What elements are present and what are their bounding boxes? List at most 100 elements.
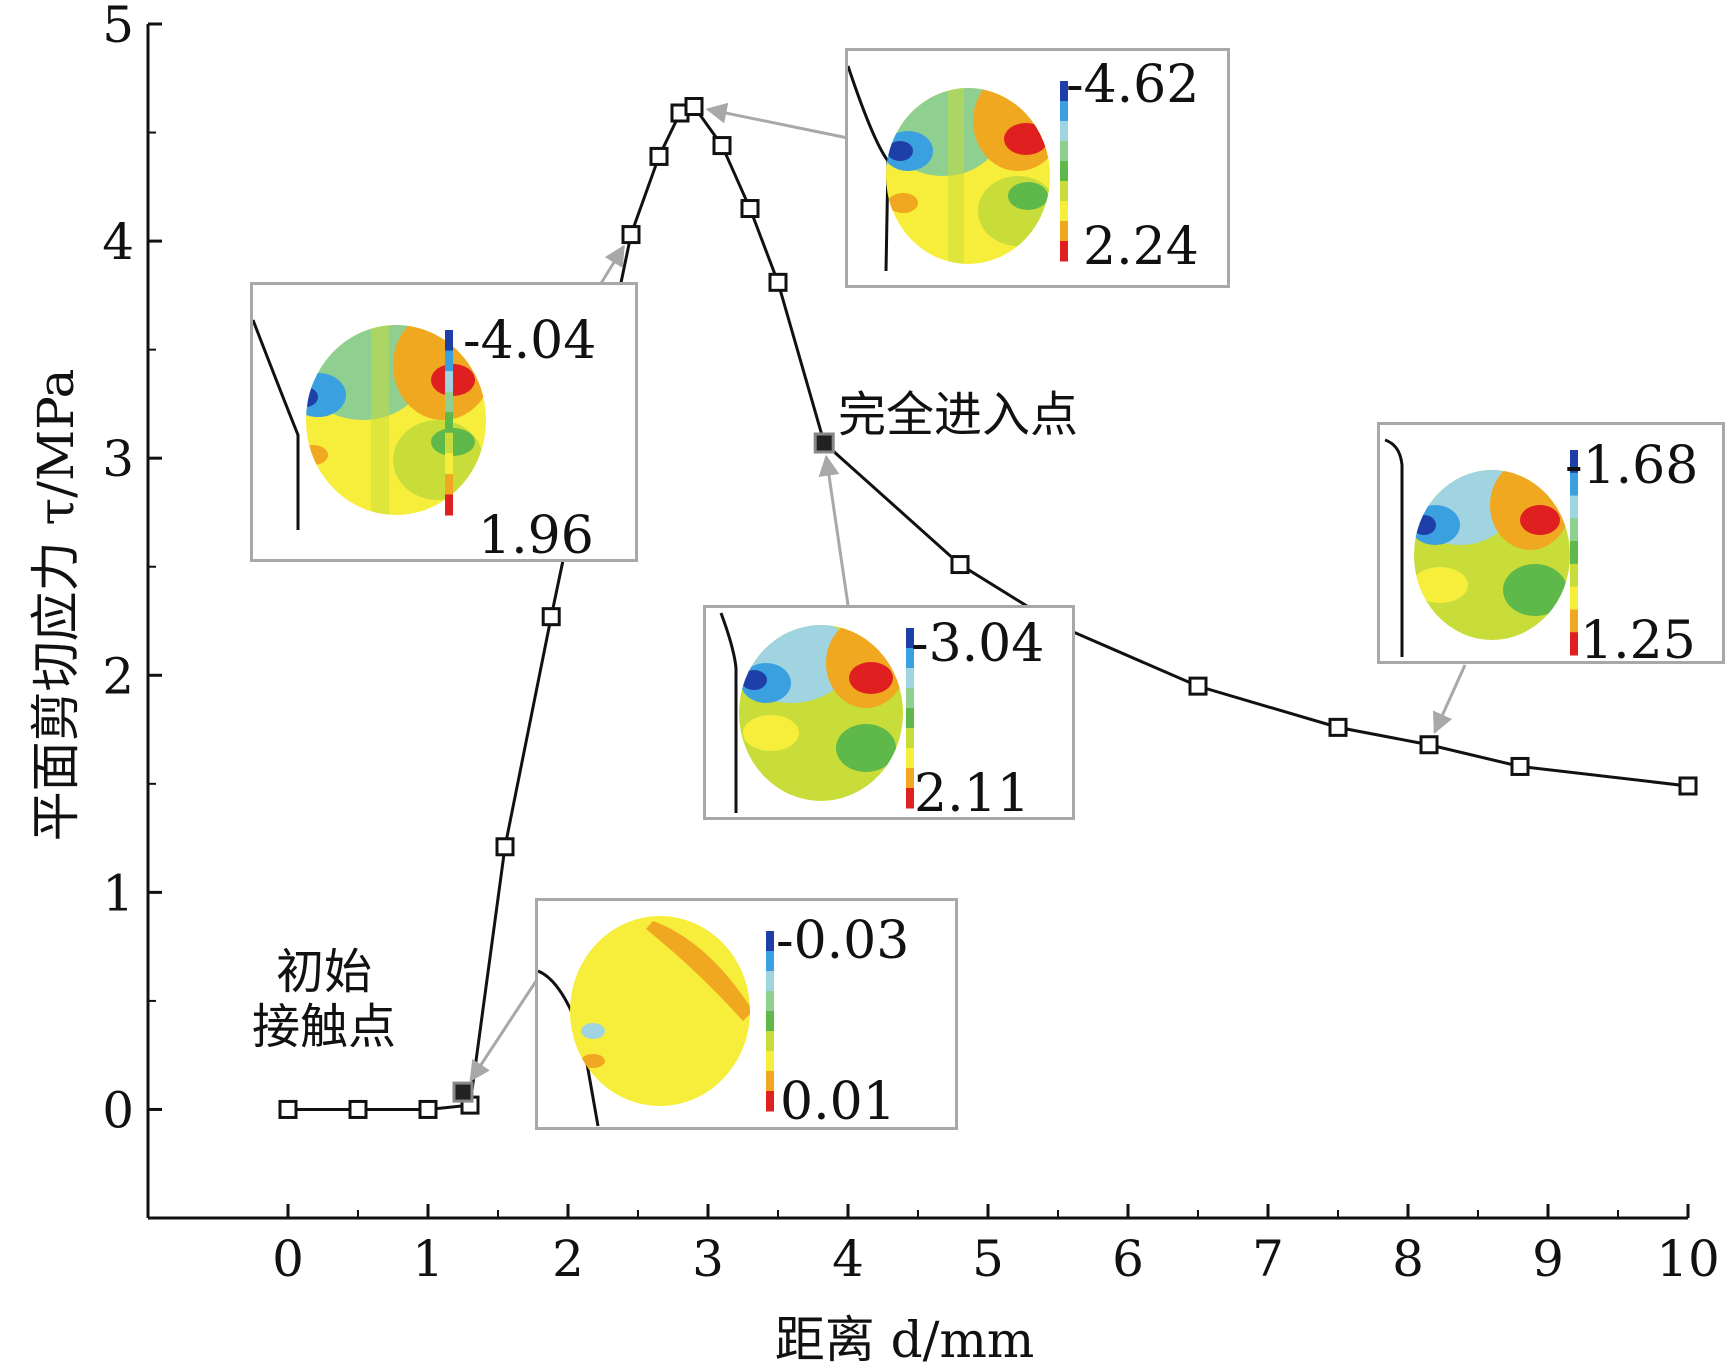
color-scale-swatch: [766, 951, 774, 972]
color-scale-swatch: [906, 748, 914, 769]
x-tick-label: 10: [1656, 1230, 1720, 1288]
data-point-marker: [278, 1099, 298, 1119]
color-scale-swatch: [1570, 541, 1578, 565]
scale-max-label: -4.62: [1066, 55, 1200, 115]
color-scale: [1570, 450, 1578, 656]
color-scale-swatch: [1060, 241, 1068, 262]
color-scale-swatch: [766, 931, 774, 952]
x-tick-label: 7: [1252, 1230, 1284, 1288]
x-tick-label: 3: [692, 1230, 724, 1288]
color-scale-swatch: [906, 688, 914, 709]
contour-plot: [1384, 438, 1570, 657]
contour-inset-far: -1.68 1.25: [1377, 422, 1725, 667]
x-tick-label: 5: [972, 1230, 1004, 1288]
color-scale-swatch: [1570, 586, 1578, 610]
color-scale-swatch: [1570, 563, 1578, 588]
data-point-marker: [541, 607, 561, 627]
scale-min-label: 0.01: [780, 1072, 896, 1132]
data-point-marker: [768, 272, 788, 292]
contour-plot: [719, 612, 903, 813]
x-tick-label: 1: [412, 1230, 444, 1288]
x-tick-label: 0: [272, 1230, 304, 1288]
contour-plot: [253, 319, 486, 530]
color-scale-swatch: [1060, 161, 1068, 182]
x-tick-label: 9: [1532, 1230, 1564, 1288]
x-axis-title: 距离 d/mm: [774, 1311, 1035, 1369]
color-scale: [766, 931, 774, 1112]
x-tick-label: 8: [1392, 1230, 1424, 1288]
series-line: [288, 104, 1689, 1111]
color-scale-swatch: [445, 453, 453, 475]
color-scale-swatch: [445, 391, 453, 413]
scale-max-label: -3.04: [911, 614, 1045, 674]
color-scale-swatch: [766, 1051, 774, 1072]
data-point-marker: [348, 1099, 368, 1119]
color-scale-swatch: [1570, 450, 1578, 474]
scale-max-label: -0.03: [776, 911, 910, 971]
data-point-marker: [740, 199, 760, 219]
color-scale-swatch: [1570, 609, 1578, 633]
scale-max-label: -1.68: [1565, 436, 1699, 496]
color-scale-swatch: [1570, 632, 1578, 656]
color-scale-swatch: [906, 708, 914, 729]
color-scale-swatch: [1570, 495, 1578, 519]
y-tick-label: 1: [102, 864, 134, 922]
color-scale-swatch: [766, 971, 774, 992]
y-tick-label: 2: [102, 647, 134, 705]
annotation-line: 完全进入点: [838, 387, 1079, 443]
data-point-marker: [1188, 676, 1208, 696]
highlighted-point: [452, 1081, 474, 1103]
color-scale-swatch: [1570, 472, 1578, 497]
x-tick-label: 2: [552, 1230, 584, 1288]
data-point-marker: [950, 555, 970, 575]
data-point-marker: [1510, 756, 1530, 776]
color-scale-swatch: [1570, 518, 1578, 542]
pointer-arrow: [598, 244, 625, 286]
color-scale-swatch: [766, 1091, 774, 1112]
color-scale-swatch: [906, 768, 914, 789]
pointer-arrow: [818, 454, 850, 606]
annotation-full-entry: 完全进入点: [838, 387, 1079, 443]
pointer-arrow: [469, 974, 542, 1083]
data-point-marker: [1328, 717, 1348, 737]
color-scale-swatch: [1060, 201, 1068, 222]
color-scale-swatch: [906, 628, 914, 649]
color-scale-swatch: [1060, 221, 1068, 242]
annotation-line: 初始: [276, 944, 373, 1000]
data-point-marker: [495, 837, 515, 857]
contour-plot: [848, 65, 1050, 272]
data-point-marker: [1419, 735, 1439, 755]
color-scale-swatch: [445, 494, 453, 516]
data-point-marker: [621, 225, 641, 245]
contour-inset-full-entry: -3.04 2.11: [703, 605, 1075, 820]
contour-inset-rising: -4.04 1.96: [250, 282, 638, 562]
contour-inset-initial: -0.03 0.01: [535, 898, 958, 1130]
annotation-initial-contact: 初始 接触点: [252, 944, 396, 1055]
scale-min-label: 2.11: [914, 764, 1030, 824]
y-tick-label: 5: [102, 0, 134, 54]
y-tick-label: 0: [102, 1081, 134, 1139]
color-scale: [445, 330, 453, 516]
color-scale-swatch: [1060, 181, 1068, 202]
color-scale-swatch: [766, 1011, 774, 1032]
color-scale-swatch: [1060, 81, 1068, 102]
pointer-arrow: [705, 102, 849, 140]
color-scale-swatch: [1060, 121, 1068, 142]
x-tick-label: 6: [1112, 1230, 1144, 1288]
scale-min-label: 1.96: [478, 506, 594, 566]
x-tick-label: 4: [832, 1230, 864, 1288]
contour-plot: [538, 916, 750, 1127]
color-scale-swatch: [766, 991, 774, 1012]
data-point-marker: [418, 1099, 438, 1119]
y-axis-title: 平面剪切应力 τ/MPa: [27, 368, 85, 842]
color-scale-swatch: [1060, 101, 1068, 122]
contour-inset-peak: -4.62 2.24: [845, 48, 1230, 288]
scale-max-label: -4.04: [463, 311, 597, 371]
y-tick-label: 3: [102, 430, 134, 488]
color-scale-swatch: [1060, 141, 1068, 162]
color-scale-swatch: [445, 473, 453, 495]
color-scale-swatch: [906, 668, 914, 689]
data-point-marker: [712, 136, 732, 156]
color-scale-swatch: [906, 728, 914, 749]
